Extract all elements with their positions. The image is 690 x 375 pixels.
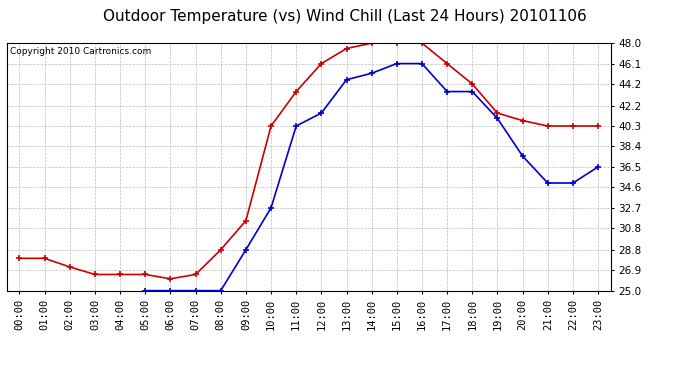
Text: Outdoor Temperature (vs) Wind Chill (Last 24 Hours) 20101106: Outdoor Temperature (vs) Wind Chill (Las… xyxy=(103,9,587,24)
Text: Copyright 2010 Cartronics.com: Copyright 2010 Cartronics.com xyxy=(10,47,151,56)
